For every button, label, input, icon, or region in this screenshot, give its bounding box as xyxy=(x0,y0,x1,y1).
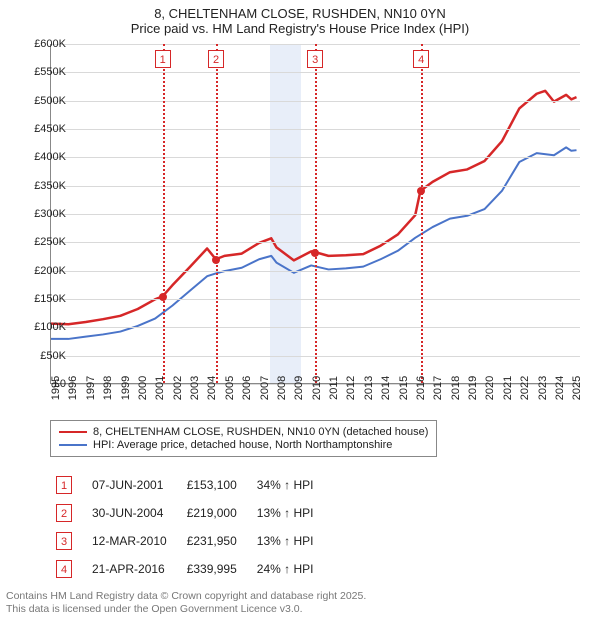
x-axis-label: 2004 xyxy=(206,376,218,400)
x-axis-label: 2013 xyxy=(363,376,375,400)
legend-row-hpi: HPI: Average price, detached house, Nort… xyxy=(59,439,428,451)
x-axis-label: 2024 xyxy=(554,376,566,400)
y-axis-label: £400K xyxy=(34,151,66,163)
sale-marker-line xyxy=(163,44,165,383)
sale-date: 21-APR-2016 xyxy=(88,556,181,582)
sale-diff: 13% ↑ HPI xyxy=(253,500,328,526)
sale-marker-line xyxy=(421,44,423,383)
x-axis-label: 2005 xyxy=(224,376,236,400)
chart-container: 8, CHELTENHAM CLOSE, RUSHDEN, NN10 0YN P… xyxy=(0,0,600,620)
x-axis-label: 2011 xyxy=(328,376,340,400)
sale-price: £231,950 xyxy=(183,528,251,554)
sale-marker-box: 2 xyxy=(56,504,72,522)
sale-diff: 13% ↑ HPI xyxy=(253,528,328,554)
sale-marker-box: 2 xyxy=(208,50,224,68)
x-axis-label: 2007 xyxy=(259,376,271,400)
legend-swatch xyxy=(59,444,87,446)
x-axis-label: 2000 xyxy=(137,376,149,400)
x-axis-label: 2012 xyxy=(345,376,357,400)
sale-marker-box: 1 xyxy=(56,476,72,494)
y-axis-label: £350K xyxy=(34,180,66,192)
x-axis-label: 2020 xyxy=(484,376,496,400)
x-axis-label: 1999 xyxy=(120,376,132,400)
sale-marker-box: 3 xyxy=(56,532,72,550)
sale-date: 30-JUN-2004 xyxy=(88,500,181,526)
sale-marker-box: 1 xyxy=(155,50,171,68)
x-axis-label: 2014 xyxy=(380,376,392,400)
x-axis-label: 2009 xyxy=(293,376,305,400)
footer: Contains HM Land Registry data © Crown c… xyxy=(6,590,366,616)
x-axis-label: 1998 xyxy=(102,376,114,400)
x-axis-label: 1997 xyxy=(85,376,97,400)
x-axis-label: 2003 xyxy=(189,376,201,400)
x-axis-label: 2023 xyxy=(537,376,549,400)
title-line1: 8, CHELTENHAM CLOSE, RUSHDEN, NN10 0YN xyxy=(0,6,600,21)
x-axis-label: 2016 xyxy=(415,376,427,400)
legend-label: HPI: Average price, detached house, Nort… xyxy=(93,439,392,451)
sale-marker-line xyxy=(315,44,317,383)
y-axis-label: £600K xyxy=(34,38,66,50)
x-axis-label: 2001 xyxy=(154,376,166,400)
x-axis-label: 1996 xyxy=(67,376,79,400)
footer-line2: This data is licensed under the Open Gov… xyxy=(6,603,366,616)
footer-line1: Contains HM Land Registry data © Crown c… xyxy=(6,590,366,603)
x-axis-label: 2018 xyxy=(450,376,462,400)
title-block: 8, CHELTENHAM CLOSE, RUSHDEN, NN10 0YN P… xyxy=(0,0,600,36)
sale-dot xyxy=(311,249,319,257)
sale-dot xyxy=(212,256,220,264)
sale-date: 12-MAR-2010 xyxy=(88,528,181,554)
sale-diff: 24% ↑ HPI xyxy=(253,556,328,582)
sale-marker-line xyxy=(216,44,218,383)
sale-price: £153,100 xyxy=(183,472,251,498)
x-axis-label: 2008 xyxy=(276,376,288,400)
legend-label: 8, CHELTENHAM CLOSE, RUSHDEN, NN10 0YN (… xyxy=(93,426,428,438)
sale-diff: 34% ↑ HPI xyxy=(253,472,328,498)
x-axis-label: 2006 xyxy=(241,376,253,400)
x-axis-label: 2025 xyxy=(571,376,583,400)
y-axis-label: £250K xyxy=(34,236,66,248)
sale-price: £339,995 xyxy=(183,556,251,582)
table-row: 1 07-JUN-2001£153,10034% ↑ HPI xyxy=(52,472,327,498)
sale-dot xyxy=(159,293,167,301)
y-axis-label: £150K xyxy=(34,293,66,305)
sale-marker-box: 4 xyxy=(413,50,429,68)
sale-marker-box: 3 xyxy=(307,50,323,68)
table-row: 4 21-APR-2016£339,99524% ↑ HPI xyxy=(52,556,327,582)
sale-date: 07-JUN-2001 xyxy=(88,472,181,498)
chart-plot-area: 1 2 3 4 xyxy=(50,44,580,384)
x-axis-label: 2021 xyxy=(502,376,514,400)
sale-marker-box: 4 xyxy=(56,560,72,578)
x-axis-label: 2002 xyxy=(172,376,184,400)
x-axis-label: 2017 xyxy=(432,376,444,400)
y-axis-label: £100K xyxy=(34,321,66,333)
x-axis-label: 1995 xyxy=(50,376,62,400)
y-axis-label: £550K xyxy=(34,66,66,78)
sales-table: 1 07-JUN-2001£153,10034% ↑ HPI 2 30-JUN-200… xyxy=(50,470,329,584)
y-axis-label: £50K xyxy=(40,350,66,362)
y-axis-label: £500K xyxy=(34,95,66,107)
sale-price: £219,000 xyxy=(183,500,251,526)
legend-swatch xyxy=(59,431,87,433)
legend-row-price-paid: 8, CHELTENHAM CLOSE, RUSHDEN, NN10 0YN (… xyxy=(59,426,428,438)
title-line2: Price paid vs. HM Land Registry's House … xyxy=(0,21,600,36)
y-axis-label: £450K xyxy=(34,123,66,135)
legend: 8, CHELTENHAM CLOSE, RUSHDEN, NN10 0YN (… xyxy=(50,420,437,457)
x-axis-label: 2022 xyxy=(519,376,531,400)
x-axis-label: 2010 xyxy=(311,376,323,400)
x-axis-label: 2019 xyxy=(467,376,479,400)
series-line-price_paid xyxy=(51,91,577,324)
table-row: 3 12-MAR-2010£231,95013% ↑ HPI xyxy=(52,528,327,554)
y-axis-label: £300K xyxy=(34,208,66,220)
y-axis-label: £200K xyxy=(34,265,66,277)
x-axis-label: 2015 xyxy=(398,376,410,400)
table-row: 2 30-JUN-2004£219,00013% ↑ HPI xyxy=(52,500,327,526)
sale-dot xyxy=(417,187,425,195)
